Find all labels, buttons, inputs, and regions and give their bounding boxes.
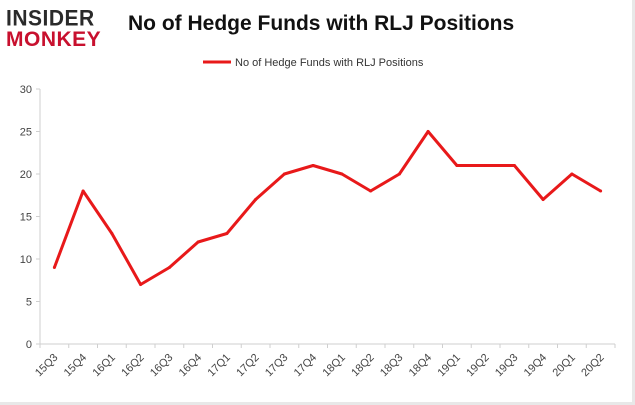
data-point <box>512 164 516 167</box>
x-tick-label: 16Q1 <box>90 352 118 380</box>
chart-title: No of Hedge Funds with RLJ Positions <box>128 12 515 35</box>
data-point <box>455 164 459 167</box>
data-point <box>81 189 85 193</box>
y-tick-label: 30 <box>20 84 32 96</box>
x-tick-label: 19Q3 <box>493 352 521 380</box>
x-tick-label: 20Q1 <box>550 352 578 380</box>
data-point <box>340 172 344 176</box>
data-point <box>282 172 286 176</box>
data-point <box>110 232 114 235</box>
logo-line-monkey: MONKEY <box>6 28 102 51</box>
data-point <box>254 198 258 201</box>
x-tick-label: 18Q1 <box>320 352 348 380</box>
x-tick-label: 15Q3 <box>33 352 61 380</box>
x-tick-label: 18Q2 <box>349 352 377 380</box>
data-point <box>311 164 315 167</box>
data-point <box>139 283 143 286</box>
data-point <box>541 198 545 201</box>
series-line <box>52 130 602 286</box>
x-tick-label: 19Q4 <box>522 352 550 380</box>
x-tick-label: 16Q4 <box>177 352 205 380</box>
y-tick-label: 0 <box>26 339 32 351</box>
y-tick-label: 20 <box>20 169 32 181</box>
x-tick-label: 18Q3 <box>378 352 406 380</box>
x-tick-label: 17Q3 <box>263 352 291 380</box>
plot-area <box>52 130 603 286</box>
x-tick-label: 17Q2 <box>234 352 262 380</box>
data-point <box>484 164 488 167</box>
x-tick-label: 17Q1 <box>205 352 233 380</box>
data-point <box>599 189 603 193</box>
data-point <box>52 266 56 269</box>
legend: No of Hedge Funds with RLJ Positions <box>203 57 424 69</box>
data-point <box>225 232 229 235</box>
data-point <box>570 172 574 176</box>
x-tick-label: 17Q4 <box>292 352 320 380</box>
data-point <box>167 266 171 269</box>
x-tick-label: 20Q2 <box>579 352 607 380</box>
legend-label: No of Hedge Funds with RLJ Positions <box>235 57 424 69</box>
x-tick-label: 18Q4 <box>407 352 435 380</box>
x-tick-label: 16Q2 <box>119 352 147 380</box>
y-tick-label: 15 <box>20 212 32 224</box>
logo-line-insider: INSIDER <box>6 6 95 31</box>
y-tick-label: 10 <box>20 254 32 266</box>
data-point <box>369 189 373 193</box>
data-point <box>397 172 401 176</box>
data-point <box>426 130 430 133</box>
y-tick-label: 25 <box>20 127 32 139</box>
y-tick-label: 5 <box>26 297 32 309</box>
data-point <box>196 240 200 244</box>
x-tick-label: 19Q1 <box>435 352 463 380</box>
x-tick-label: 16Q3 <box>148 352 176 380</box>
insider-monkey-logo: INSIDER MONKEY <box>6 6 118 51</box>
x-tick-label: 15Q4 <box>62 352 90 380</box>
x-tick-label: 19Q2 <box>464 352 492 380</box>
